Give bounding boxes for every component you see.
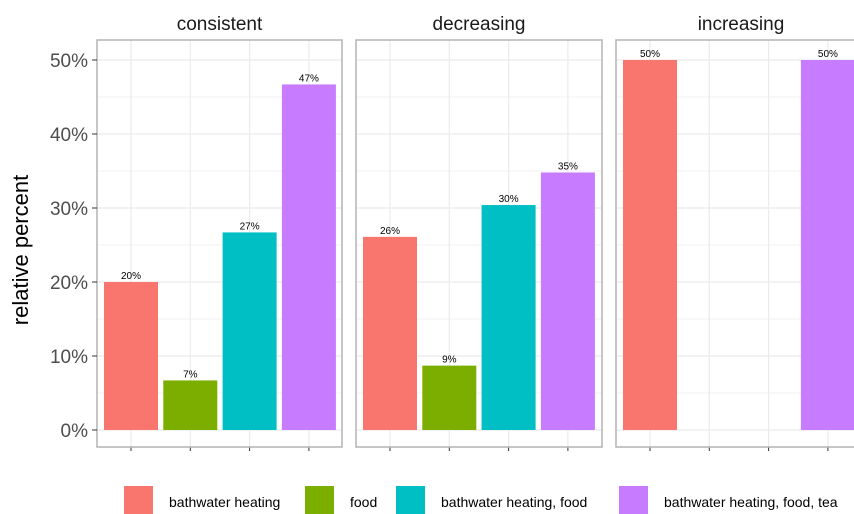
- y-tick-label: 30%: [50, 199, 88, 220]
- legend-key: [619, 486, 648, 514]
- panel-border: [355, 39, 603, 448]
- bar-consistent-1: [163, 380, 218, 430]
- legend-label: bathwater heating: [169, 494, 280, 510]
- data-label: 7%: [183, 369, 198, 380]
- data-label: 27%: [240, 221, 260, 232]
- data-label: 20%: [121, 271, 141, 282]
- bar-increasing-3: [800, 60, 854, 430]
- panel-decreasing: 26% 9% 30% 35% decreasing: [355, 14, 603, 451]
- bar-decreasing-0: [363, 236, 417, 430]
- legend-item: bathwater heating, food, tea: [619, 486, 838, 514]
- bar-consistent-3: [281, 84, 336, 431]
- legend-item: bathwater heating, food: [396, 486, 587, 514]
- y-tick-label: 0%: [61, 421, 89, 442]
- legend: bathwater heating food bathwater heating, …: [124, 486, 838, 514]
- data-label: 35%: [558, 161, 578, 172]
- panel-border: [96, 39, 343, 448]
- legend-key: [396, 486, 425, 514]
- legend-key: [305, 486, 334, 514]
- bar-consistent-2: [222, 232, 277, 430]
- y-tick-label: 50%: [50, 51, 88, 72]
- legend-item: food: [305, 486, 377, 514]
- panel-border: [615, 39, 854, 448]
- data-label: 30%: [499, 194, 519, 205]
- y-axis-title: relative percent: [8, 175, 33, 325]
- bar-consistent-0: [104, 282, 158, 430]
- bar-increasing-0: [623, 60, 677, 430]
- legend-key: [124, 486, 153, 514]
- bar-decreasing-1: [422, 365, 477, 430]
- bar-decreasing-3: [540, 172, 595, 431]
- facet-strip-label: consistent: [177, 14, 263, 35]
- y-tick-label: 20%: [50, 273, 88, 294]
- legend-label: bathwater heating, food: [441, 494, 587, 510]
- data-label: 47%: [299, 73, 319, 84]
- data-label: 9%: [442, 355, 457, 366]
- legend-label: food: [350, 494, 377, 510]
- data-label: 26%: [380, 226, 400, 237]
- y-axis: 0% 10% 20% 30% 40% 50%: [50, 51, 97, 442]
- facet-strip-label: decreasing: [433, 14, 526, 35]
- data-label: 50%: [640, 49, 660, 60]
- y-tick-label: 10%: [50, 347, 88, 368]
- panel-increasing: 50% 50% increasing: [615, 14, 854, 451]
- legend-label: bathwater heating, food, tea: [664, 494, 838, 510]
- facet-strip-label: increasing: [698, 14, 785, 35]
- y-tick-label: 40%: [50, 125, 88, 146]
- panels-layer: 20% 7% 27% 47% consistent 26% 9% 30% 35% decreasi…: [96, 14, 854, 451]
- data-label: 50%: [818, 49, 838, 60]
- panel-consistent: 20% 7% 27% 47% consistent: [96, 14, 343, 451]
- legend-item: bathwater heating: [124, 486, 280, 514]
- bar-decreasing-2: [481, 205, 536, 430]
